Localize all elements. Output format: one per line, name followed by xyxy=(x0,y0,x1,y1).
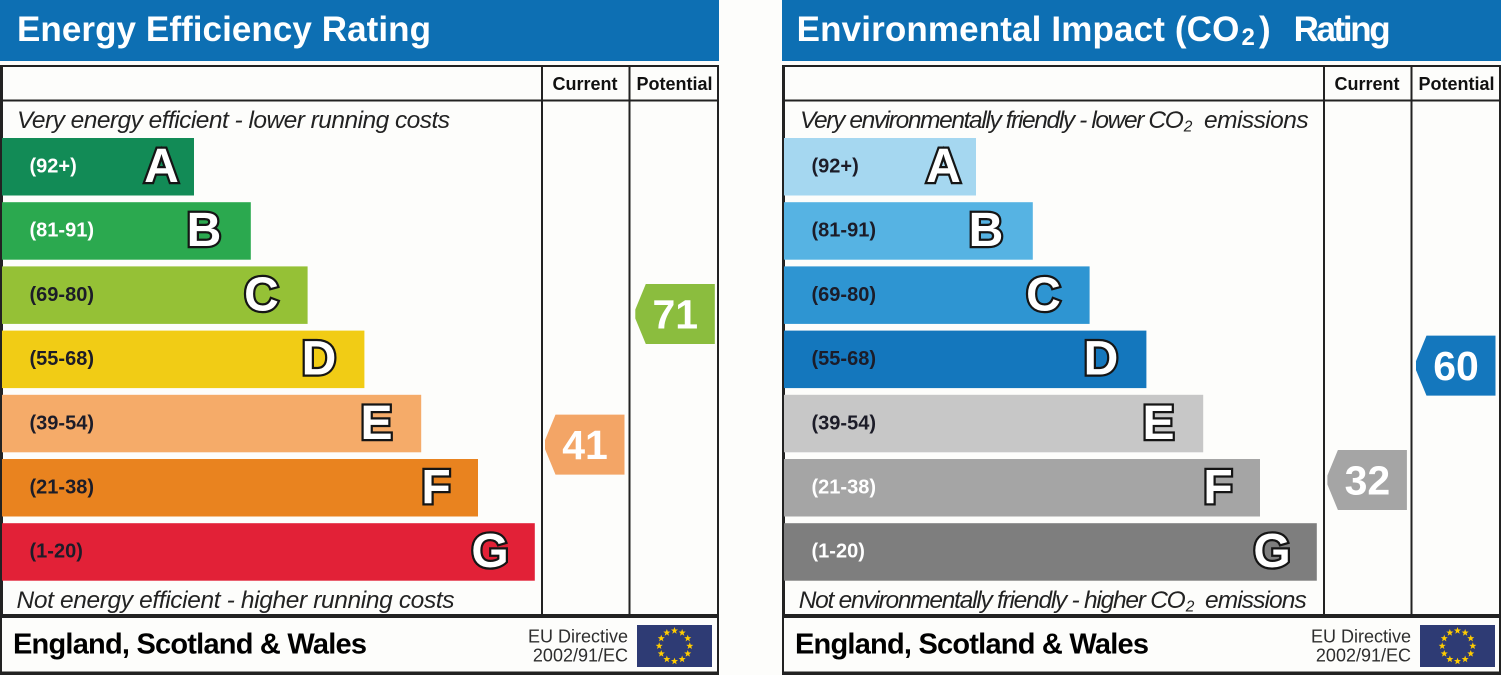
svg-text:2002/91/EC: 2002/91/EC xyxy=(1316,646,1411,666)
svg-text:B: B xyxy=(969,204,1004,257)
svg-text:2: 2 xyxy=(1183,119,1193,136)
svg-text:F: F xyxy=(1203,461,1232,514)
svg-text:2: 2 xyxy=(1242,24,1255,51)
svg-text:EU Directive: EU Directive xyxy=(1311,627,1411,647)
svg-text:(1-20): (1-20) xyxy=(812,541,865,563)
svg-text:(81-91): (81-91) xyxy=(812,220,876,242)
svg-text:Not energy efficient - higher: Not energy efficient - higher running co… xyxy=(17,587,455,614)
svg-text:(55-68): (55-68) xyxy=(812,348,876,370)
svg-text:(92+): (92+) xyxy=(30,156,77,178)
svg-text:B: B xyxy=(187,204,222,257)
svg-text:England, Scotland & Wales: England, Scotland & Wales xyxy=(795,629,1149,661)
svg-text:E: E xyxy=(360,397,392,450)
svg-text:(69-80): (69-80) xyxy=(30,284,94,306)
svg-text:(55-68): (55-68) xyxy=(30,348,94,370)
svg-text:71: 71 xyxy=(652,292,698,338)
svg-text:D: D xyxy=(1084,333,1119,386)
svg-text:60: 60 xyxy=(1433,343,1479,389)
svg-text:E: E xyxy=(1142,397,1174,450)
svg-text:Potential: Potential xyxy=(1418,74,1494,94)
svg-text:41: 41 xyxy=(562,422,608,468)
svg-text:Current: Current xyxy=(552,74,617,94)
svg-text:Potential: Potential xyxy=(636,74,712,94)
svg-text:England, Scotland & Wales: England, Scotland & Wales xyxy=(13,629,367,661)
svg-text:EU Directive: EU Directive xyxy=(528,627,628,647)
svg-text:A: A xyxy=(144,140,179,193)
svg-text:C: C xyxy=(244,268,279,321)
svg-text:(81-91): (81-91) xyxy=(30,220,94,242)
svg-text:32: 32 xyxy=(1345,458,1391,504)
svg-text:(21-38): (21-38) xyxy=(30,477,94,499)
svg-text:Current: Current xyxy=(1334,74,1399,94)
svg-text:Energy Efficiency Rating: Energy Efficiency Rating xyxy=(17,10,431,49)
svg-text:Rating: Rating xyxy=(1294,10,1391,49)
svg-text:Environmental Impact (CO: Environmental Impact (CO xyxy=(797,10,1240,49)
svg-text:Very environmentally friendly: Very environmentally friendly - lower CO xyxy=(800,107,1184,134)
svg-text:G: G xyxy=(471,525,508,578)
svg-text:(92+): (92+) xyxy=(812,156,859,178)
svg-text:2: 2 xyxy=(1185,599,1195,616)
svg-text:C: C xyxy=(1026,268,1061,321)
svg-text:emissions: emissions xyxy=(1205,587,1307,614)
svg-text:F: F xyxy=(421,461,450,514)
svg-text:(21-38): (21-38) xyxy=(812,477,876,499)
svg-text:Very energy efficient - lower: Very energy efficient - lower running co… xyxy=(17,107,450,134)
svg-text:emissions: emissions xyxy=(1204,107,1309,134)
svg-text:): ) xyxy=(1259,10,1271,49)
svg-text:(39-54): (39-54) xyxy=(30,412,94,434)
svg-text:2002/91/EC: 2002/91/EC xyxy=(533,646,628,666)
svg-text:D: D xyxy=(302,333,337,386)
svg-text:Not environmentally friendly -: Not environmentally friendly - higher CO xyxy=(799,587,1186,614)
svg-text:(39-54): (39-54) xyxy=(812,412,876,434)
svg-text:(1-20): (1-20) xyxy=(30,541,83,563)
svg-text:G: G xyxy=(1253,525,1290,578)
svg-text:(69-80): (69-80) xyxy=(812,284,876,306)
svg-text:A: A xyxy=(926,140,961,193)
